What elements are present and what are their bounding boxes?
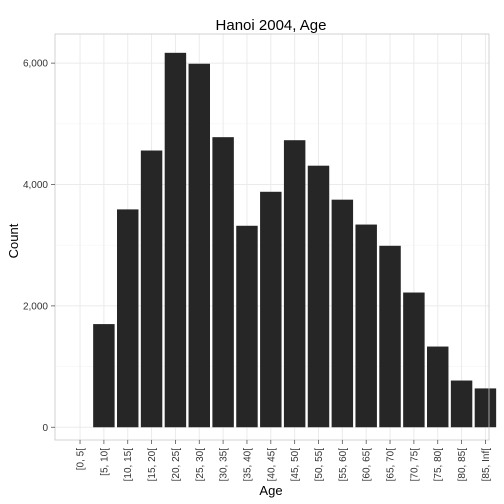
x-tick-label: [5, 10[	[99, 448, 110, 476]
bar	[283, 140, 306, 428]
x-tick-label: [40, 45[	[266, 448, 277, 482]
x-tick-label: [50, 55[	[314, 448, 325, 482]
bar	[188, 63, 210, 428]
bars	[93, 52, 497, 428]
bar	[355, 224, 377, 428]
bar	[140, 150, 163, 428]
x-tick-label: [60, 65[	[362, 448, 373, 482]
bar	[307, 165, 330, 428]
bar	[93, 324, 115, 428]
bar	[117, 209, 139, 428]
x-tick-label: [45, 50[	[290, 448, 301, 482]
bar	[260, 191, 282, 428]
plot-panel-border	[54, 33, 490, 441]
bar	[427, 346, 449, 428]
x-tick-label: [65, 70[	[386, 448, 397, 482]
y-axis: 0 2,000 4,000 6,000	[23, 59, 55, 434]
x-tick-label: [25, 30[	[195, 448, 206, 482]
x-tick-label: [85, Inf[	[481, 448, 492, 482]
bar	[331, 199, 354, 428]
x-tick-label: [30, 35[	[219, 448, 230, 482]
x-tick-label: [75, 80[	[433, 448, 444, 482]
bar	[164, 52, 187, 428]
x-tick-label: [20, 25[	[171, 448, 182, 482]
x-tick-label: [35, 40[	[242, 448, 253, 482]
x-tick-label: [80, 85[	[457, 448, 468, 482]
bar	[379, 245, 401, 428]
y-tick-label: 4,000	[23, 180, 48, 191]
y-tick-label: 2,000	[23, 301, 48, 312]
x-tick-label: [55, 60[	[338, 448, 349, 482]
x-axis: [0, 5[ [5, 10[ [10, 15[ [15, 20[ [20, 25[ [25…	[76, 440, 492, 481]
y-tick-label: 0	[42, 423, 48, 434]
x-tick-label: [0, 5[	[76, 448, 87, 470]
x-tick-label: [10, 15[	[123, 448, 134, 482]
bar	[403, 292, 425, 428]
bar	[212, 137, 234, 428]
y-tick-label: 6,000	[23, 59, 48, 70]
y-axis-title: Count	[6, 223, 21, 258]
x-tick-label: [70, 75[	[409, 448, 420, 482]
x-axis-title: Age	[259, 483, 282, 498]
chart-title: Hanoi 2004, Age	[216, 17, 327, 34]
bar	[450, 380, 473, 428]
bar	[236, 225, 258, 428]
x-tick-label: [15, 20[	[147, 448, 158, 482]
bar	[474, 388, 497, 428]
